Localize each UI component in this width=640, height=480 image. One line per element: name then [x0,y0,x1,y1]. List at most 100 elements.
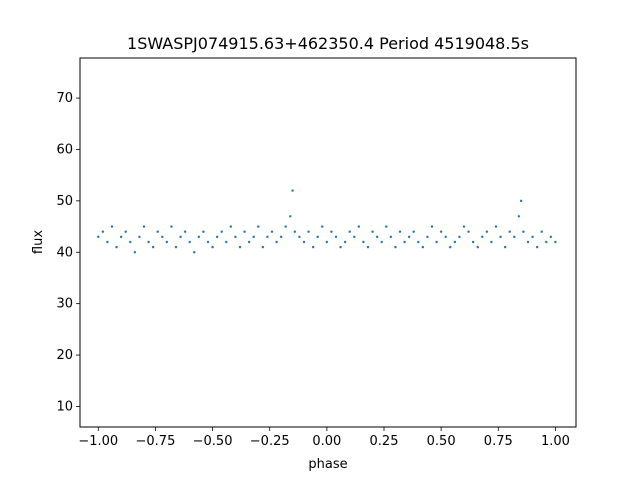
y-tick-label: 70 [56,91,73,106]
x-tick-label: −0.50 [193,434,233,449]
data-point [202,230,205,233]
plot-frame [79,57,577,428]
data-point [215,235,219,239]
data-point [142,225,146,228]
data-point [261,245,265,249]
data-point [334,235,338,239]
data-point [284,225,287,228]
data-point [412,230,415,233]
data-point [220,230,223,233]
x-tick-label: 1.00 [541,434,570,449]
x-axis-label: phase [308,457,347,472]
data-point [503,245,507,249]
data-point [179,235,182,239]
data-point [366,245,370,249]
data-point [138,235,141,239]
data-point [362,240,365,244]
data-point [471,240,475,244]
data-point [357,225,361,228]
data-point [449,245,452,249]
data-point [385,225,388,228]
data-point [531,235,534,239]
y-tick-label: 40 [56,245,73,260]
data-point [289,215,292,218]
y-tick-label: 20 [56,348,73,363]
data-point [435,240,438,244]
data-point [430,225,434,228]
y-tick-label: 10 [56,399,73,414]
data-point [119,235,123,239]
data-point [485,230,489,233]
data-point [499,235,502,239]
data-point [321,225,324,228]
data-point [270,230,274,233]
x-tick-label: 0.75 [484,434,513,449]
x-axis-ticks: −1.00 −0.75 −0.50 −0.25 0.00 0.25 0.50 0.75 1.00 [78,427,570,449]
data-point [508,230,511,233]
data-point [389,235,393,239]
data-point [298,235,301,239]
data-point [353,235,356,239]
data-point [325,240,329,244]
data-point [101,230,105,233]
data-point [193,251,196,254]
data-point [234,235,237,239]
data-point [165,240,169,244]
x-tick-label: 0.50 [427,434,456,449]
data-point [238,245,242,249]
data-point [106,240,109,244]
data-point [417,240,420,244]
data-point [343,240,347,244]
data-point [266,235,269,239]
data-point [375,235,379,239]
data-point [257,225,260,228]
data-point [293,230,297,233]
data-point [170,225,173,228]
data-point [545,240,548,244]
data-point [380,240,383,244]
data-point [526,240,530,244]
x-tick-label: −1.00 [78,434,118,449]
data-point [394,245,397,249]
data-point [206,240,210,244]
x-tick-label: −0.75 [136,434,176,449]
data-point [225,240,228,244]
data-point [439,230,443,233]
data-point [519,199,523,203]
data-point [110,225,114,228]
data-point [151,245,155,249]
data-point [174,245,178,249]
data-point [339,245,342,249]
data-point [421,245,425,249]
data-point [129,240,132,244]
data-point [291,189,294,192]
data-point [279,235,283,239]
data-point [453,240,457,244]
y-axis-label: flux [31,230,46,254]
data-point [513,235,516,239]
data-point [124,230,127,233]
data-point [252,235,255,239]
x-tick-label: 0.25 [370,434,399,449]
chart-title: 1SWASPJ074915.63+462350.4 Period 4519048… [127,34,529,53]
data-point [462,225,466,228]
data-point [517,215,521,218]
data-point [275,240,278,244]
data-point [307,230,310,233]
data-point [540,230,543,233]
y-tick-label: 50 [56,194,73,209]
data-point [302,240,306,244]
data-point [229,225,233,228]
data-point [549,235,553,239]
data-point [188,240,191,244]
data-point [522,230,525,233]
data-point [426,235,429,239]
data-point [371,230,374,233]
data-point [316,235,319,239]
data-point [407,235,411,239]
data-point [115,245,118,249]
y-tick-label: 60 [56,142,73,157]
y-axis-ticks: 10 20 30 40 50 60 70 [56,91,80,414]
data-point [554,240,557,244]
